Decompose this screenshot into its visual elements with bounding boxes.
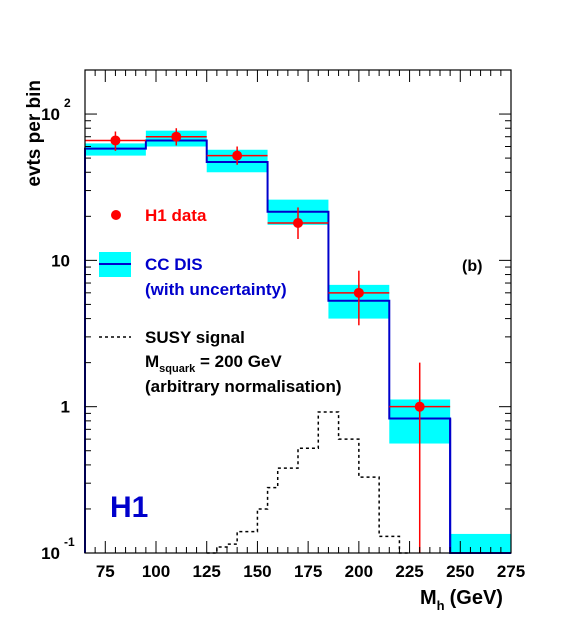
data-point (293, 218, 303, 229)
x-tick-label: 75 (96, 562, 115, 581)
data-point (232, 150, 243, 161)
legend-mc: CC DIS (with uncertainty) (99, 252, 287, 299)
y-tick-exponent: 2 (64, 96, 71, 110)
y-tick-label: 10 (41, 105, 60, 124)
legend: H1 data CC DIS (with uncertainty) SUSY s… (99, 206, 342, 396)
legend-mc-label-1: CC DIS (145, 255, 203, 274)
x-axis-title: Mh (GeV) (420, 587, 503, 613)
legend-signal-label-3: (arbitrary normalisation) (145, 377, 342, 396)
x-tick-label: 225 (395, 562, 423, 581)
panel-label: (b) (462, 258, 482, 275)
svg-text:Mh(GeV): Mh (GeV) (420, 587, 503, 613)
y-tick-exponent: -1 (64, 535, 75, 549)
legend-signal-label-1: SUSY signal (145, 328, 245, 347)
legend-data: H1 data (111, 206, 207, 225)
data-point (353, 287, 364, 298)
x-tick-label: 200 (345, 562, 373, 581)
legend-data-marker (111, 210, 121, 220)
x-tick-label: 150 (243, 562, 271, 581)
y-tick-label: 10 (51, 251, 70, 270)
x-axis-title-main: M (420, 587, 437, 609)
x-tick-label: 275 (497, 562, 525, 581)
x-tick-label: 175 (294, 562, 322, 581)
susy-signal-line (206, 411, 410, 554)
cc-dis-band (450, 533, 511, 553)
legend-signal-value: = 200 GeV (195, 352, 282, 371)
legend-signal: SUSY signal Msquark = 200 GeV (arbitrary… (99, 328, 342, 396)
plot-area (84, 128, 511, 554)
data-point (171, 131, 182, 142)
data-point (110, 135, 121, 146)
h1-logo: H1 (110, 491, 148, 524)
cc-dis-line (84, 139, 511, 554)
x-tick-label: 125 (193, 562, 221, 581)
legend-data-label: H1 data (145, 206, 207, 225)
legend-signal-m: M (145, 352, 159, 371)
x-tick-label: 100 (142, 562, 170, 581)
y-axis-title: evts per bin (24, 80, 45, 187)
x-axis-title-unit: (GeV) (450, 587, 503, 609)
y-tick-label: 1 (61, 398, 70, 417)
x-tick-label: 250 (446, 562, 474, 581)
legend-mc-label-2: (with uncertainty) (145, 280, 287, 299)
axes: 75 100 125 150 175 200 225 250 275 10 -1 1 10 10 2 (41, 69, 525, 581)
legend-signal-label-2: Msquark = 200 GeV (145, 352, 282, 375)
x-axis-title-sub: h (437, 598, 445, 613)
legend-signal-sub: squark (159, 363, 196, 375)
y-tick-label: 10 (41, 544, 60, 563)
data-point (414, 401, 425, 412)
